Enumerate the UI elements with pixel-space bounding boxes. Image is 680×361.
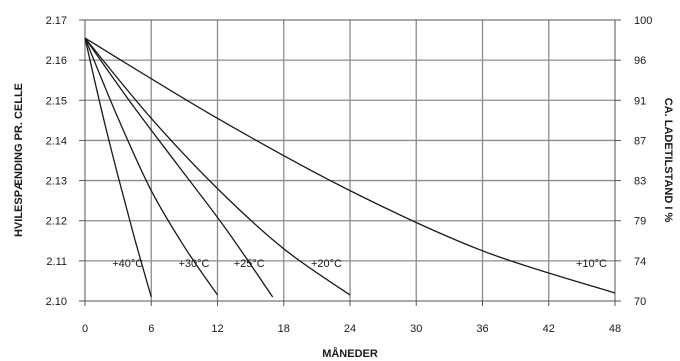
series-line (84, 37, 219, 296)
x-tick-label: 6 (148, 323, 154, 335)
x-tick-label: 36 (476, 323, 488, 335)
labels-layer: +40°C +30°C +25°C +20°C +10°C (112, 258, 607, 270)
series-line (84, 37, 274, 298)
y2-tick-label: 100 (634, 15, 652, 27)
x-tick-label: 18 (278, 323, 290, 335)
x-tick-label: 30 (410, 323, 422, 335)
ticks-layer: 0 6 12 18 24 30 36 42 48 2.10 70 2.11 74 2.12 79 2.13 83… (46, 15, 653, 335)
y-tick-label: 2.12 (46, 216, 67, 228)
grid-layer (85, 20, 615, 301)
series-label: +25°C (234, 258, 265, 270)
y-tick-label: 2.16 (46, 55, 67, 67)
y-tick-label: 2.11 (46, 256, 67, 268)
y-tick-label: 2.15 (46, 95, 67, 107)
x-tick-label: 24 (344, 323, 356, 335)
series-label: +40°C (112, 258, 143, 270)
series-line (84, 37, 152, 298)
x-tick-label: 42 (543, 323, 555, 335)
y2-tick-label: 83 (634, 176, 646, 188)
y-axis-title: HVILESPÆNDING PR. CELLE (13, 83, 25, 237)
series-label: +10°C (576, 258, 607, 270)
y-tick-label: 2.10 (46, 296, 67, 308)
y2-tick-label: 87 (634, 135, 646, 147)
y2-tick-label: 70 (634, 296, 646, 308)
y2-tick-label: 74 (634, 256, 646, 268)
y-tick-label: 2.13 (46, 176, 67, 188)
x-tick-label: 48 (609, 323, 621, 335)
x-tick-label: 12 (211, 323, 223, 335)
series-label: +20°C (311, 258, 342, 270)
y-tick-label: 2.17 (46, 15, 67, 27)
y2-tick-label: 91 (634, 95, 646, 107)
series-line (84, 37, 351, 296)
y2-tick-label: 79 (634, 216, 646, 228)
y-tick-label: 2.14 (46, 135, 67, 147)
x-axis-title: MÅNEDER (322, 347, 378, 360)
y2-axis-title: CA. LADETILSTAND I % (662, 98, 674, 223)
series-line (84, 37, 616, 294)
y2-tick-label: 96 (634, 55, 646, 67)
x-tick-label: 0 (82, 323, 88, 335)
curves-layer (84, 37, 616, 298)
series-label: +30°C (178, 258, 209, 270)
